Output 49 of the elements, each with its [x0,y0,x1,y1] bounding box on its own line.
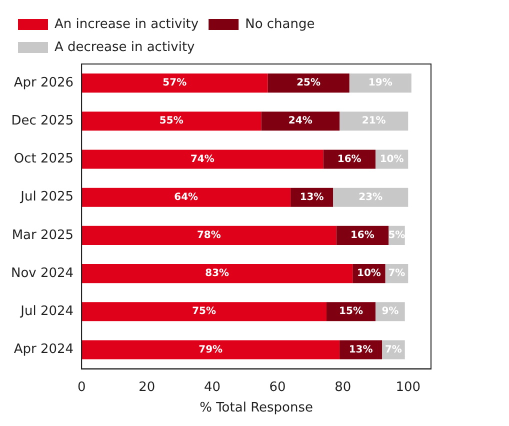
bar [82,264,353,284]
data-label: 15% [339,306,363,318]
bar [82,340,340,360]
data-label: 13% [300,192,324,203]
data-label: 83% [205,268,230,280]
data-label: 55% [159,116,184,127]
y-tick-label: Apr 2026 [14,75,74,90]
bar [82,226,336,245]
y-tick-label: Nov 2024 [10,266,74,281]
x-axis-title: % Total Response [200,400,314,416]
bar [82,188,291,207]
data-label: 13% [348,344,373,356]
data-label: 64% [174,192,198,203]
x-tick-label: 100 [396,380,421,395]
legend-label: A decrease in activity [54,40,196,55]
data-label: 75% [192,306,216,318]
data-label: 74% [190,154,214,165]
bar [268,74,350,93]
legend-label: An increase in activity [54,16,199,32]
bar [333,188,408,207]
bar [340,340,382,360]
bar [82,302,327,322]
x-tick-label: 40 [204,380,220,395]
x-tick-label: 20 [138,380,156,395]
x-tick-label: 60 [269,380,286,395]
y-tick-label: Oct 2025 [14,152,74,167]
bar [82,150,324,169]
y-tick-label: Dec 2025 [11,114,74,129]
data-label: 24% [288,116,312,127]
bar [82,112,262,131]
x-tick-label: 80 [334,380,352,395]
y-tick-label: Jul 2024 [20,304,74,320]
bar [340,112,408,131]
legend-label: No change [245,16,315,32]
data-label: 25% [296,78,321,89]
data-label: 78% [196,230,221,242]
bar [349,74,412,93]
y-tick-label: Jul 2025 [20,190,74,205]
y-tick-label: Apr 2024 [14,342,74,358]
bar [82,74,268,93]
bar [261,112,340,131]
data-label: 79% [198,344,223,356]
y-tick-label: Mar 2025 [12,228,74,243]
bar [323,150,376,169]
data-label: 16% [337,154,362,165]
data-label: 10% [356,268,381,280]
data-label: 57% [162,78,187,89]
data-label: 16% [350,230,374,242]
x-tick-label: 0 [77,380,86,395]
